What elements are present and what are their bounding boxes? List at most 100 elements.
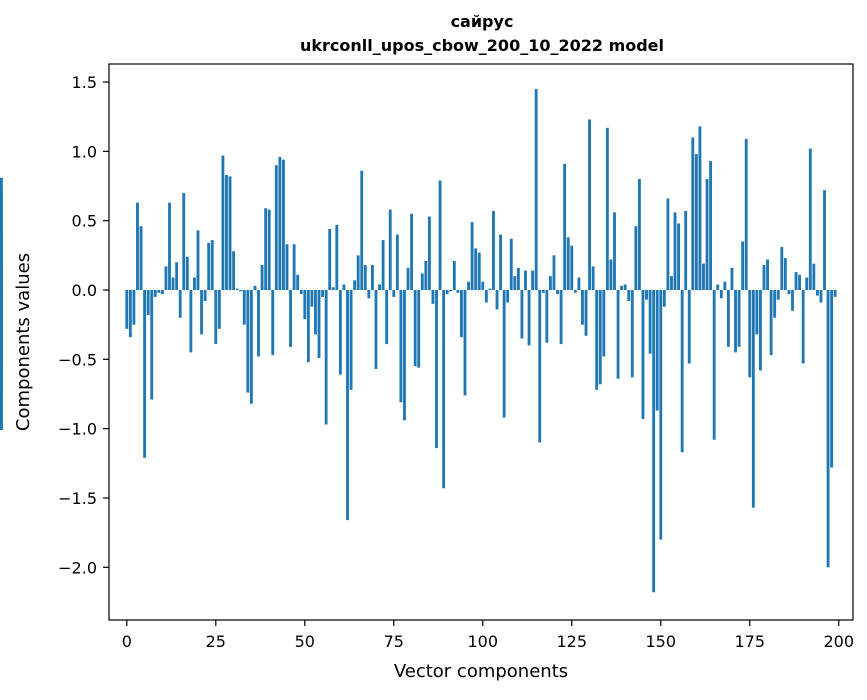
x-tick-label: 150 [645, 632, 676, 651]
bar [292, 244, 296, 291]
bar [545, 290, 549, 343]
bar [139, 226, 143, 290]
bar [659, 290, 663, 540]
bar [684, 210, 688, 290]
bar [303, 290, 307, 320]
bar [403, 290, 406, 421]
bar [605, 127, 609, 290]
bar [641, 290, 645, 419]
bar [449, 290, 453, 292]
y-axis-label: Components values [13, 253, 34, 431]
y-tick-label: −0.5 [58, 350, 97, 369]
bar [538, 290, 542, 443]
bar [705, 179, 709, 290]
bar [321, 290, 325, 297]
bar [531, 270, 535, 290]
bar [499, 234, 503, 290]
bar [798, 274, 802, 290]
bar [506, 290, 510, 303]
bar [794, 271, 798, 290]
bar [591, 266, 595, 290]
bar [524, 270, 527, 290]
bar [474, 248, 478, 291]
bar [217, 290, 221, 329]
bar [346, 290, 349, 521]
bar [342, 284, 346, 291]
bar [805, 277, 809, 291]
bar [349, 290, 353, 390]
bar [150, 290, 154, 400]
bar [282, 159, 285, 290]
bar [808, 148, 812, 291]
bar [634, 226, 638, 290]
bar [833, 290, 837, 297]
bar [670, 276, 673, 291]
bar [178, 290, 182, 318]
bar [456, 290, 460, 293]
bar [203, 290, 207, 302]
bar [541, 290, 545, 293]
bar [427, 216, 431, 291]
bar [132, 290, 136, 325]
bar [193, 277, 196, 291]
bar [435, 290, 438, 449]
bar [527, 290, 531, 346]
bar [492, 210, 495, 290]
bar [691, 137, 695, 291]
bar [709, 161, 713, 291]
bar [296, 274, 300, 290]
bar [371, 265, 374, 291]
bar [559, 290, 563, 345]
bar [481, 281, 485, 291]
bar [185, 256, 189, 291]
bar [759, 290, 762, 371]
bar [815, 290, 819, 296]
bar [737, 290, 741, 347]
bar [317, 290, 321, 358]
bar [0, 290, 3, 388]
bar [338, 290, 342, 375]
bar [420, 273, 424, 291]
y-tick-label: −1.0 [58, 420, 97, 439]
bar [637, 179, 641, 290]
plot-frame [108, 63, 854, 621]
bar [235, 288, 239, 291]
bar [812, 263, 816, 290]
bar [819, 290, 823, 303]
bar [791, 290, 794, 311]
bar [783, 258, 787, 290]
bar [0, 192, 3, 291]
bar [232, 251, 236, 290]
bar [239, 290, 243, 292]
bar [509, 238, 513, 290]
bar [552, 255, 556, 290]
bar [502, 290, 506, 418]
bar [210, 240, 214, 291]
bar [445, 290, 449, 295]
bar [260, 265, 264, 291]
bar [680, 290, 684, 453]
bar [748, 290, 752, 378]
x-tick-label: 25 [206, 632, 226, 651]
bar [719, 290, 723, 299]
bar [488, 288, 492, 291]
bar [182, 192, 186, 291]
bar [196, 230, 200, 290]
bar [168, 202, 171, 290]
bar [801, 290, 805, 364]
bar [246, 290, 250, 393]
bar [314, 290, 317, 335]
bar [278, 156, 282, 291]
bar [712, 290, 716, 440]
chart-subtitle: ukrconll_upos_cbow_200_10_2022 model [300, 36, 664, 55]
y-tick-label: 1.5 [72, 73, 97, 92]
bar [548, 276, 552, 291]
x-tick-label: 175 [734, 632, 765, 651]
bar [620, 285, 624, 291]
bar [755, 290, 759, 335]
bar [160, 290, 164, 295]
bar [534, 88, 538, 291]
bar [581, 290, 584, 325]
bar [726, 290, 730, 347]
